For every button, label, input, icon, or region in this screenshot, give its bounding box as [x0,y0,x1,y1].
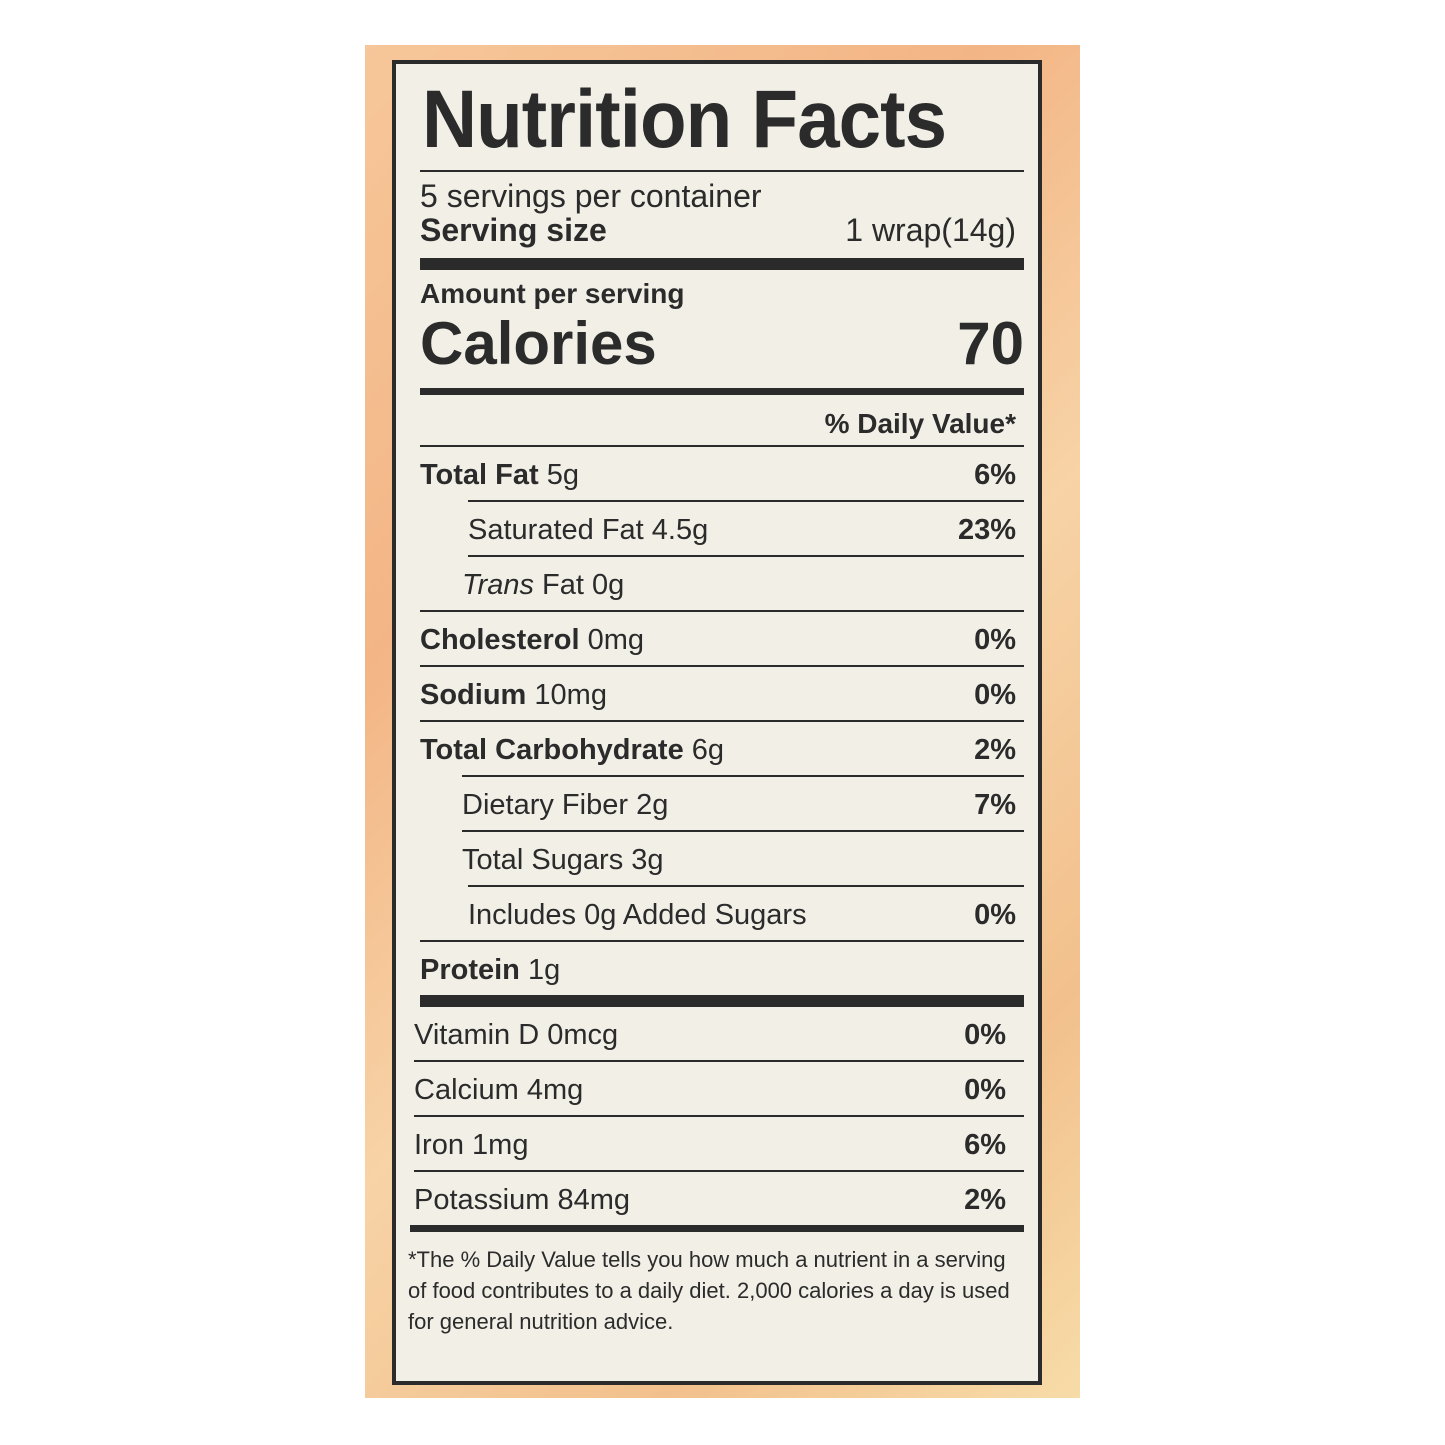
nutrient-row-saturated-fat: Saturated Fat 4.5g 23% [468,500,1024,555]
nutrient-amount: 6g [691,734,725,766]
nutrient-row-trans-fat: Trans Fat 0g [462,555,1024,610]
nutrient-amount: 5g [546,459,580,491]
serving-size: Serving size 1 wrap(14g) [420,210,1024,258]
vitamin-row-potassium: Potassium 84mg 2% [414,1170,1024,1225]
nutrient-name: Total Fat [420,459,539,491]
nutrient-dv: 7% [974,789,1016,821]
nutrient-name: Dietary Fiber [462,789,628,821]
nutrient-dv: 0% [974,679,1016,711]
vitamin-amount: 84mg [557,1184,630,1216]
nutrient-dv: 23% [957,514,1016,546]
vitamin-dv: 0% [964,1019,1006,1051]
nutrient-row-total-fat: Total Fat 5g 6% [420,445,1024,500]
nutrient-row-added-sugars: Includes 0g Added Sugars 0% [468,885,1024,940]
nutrition-label: Nutrition Facts 5 servings per container… [392,60,1042,1385]
nutrient-name: Protein [420,954,520,986]
thick-divider [420,258,1024,270]
nutrient-dv: 0% [974,899,1016,931]
daily-value-header: % Daily Value* [824,408,1016,439]
nutrient-row-protein: Protein 1g [420,940,1024,995]
nutrient-dv: 6% [974,459,1016,491]
nutrient-row-sodium: Sodium 10mg 0% [420,665,1024,720]
nutrient-name: Sodium [420,679,527,711]
nutrient-name: Includes 0g Added Sugars [468,899,807,931]
label-title: Nutrition Facts [422,74,947,165]
vitamin-name: Vitamin D [414,1019,540,1051]
vitamin-dv: 0% [964,1074,1006,1106]
vitamin-row-vitamin-d: Vitamin D 0mcg 0% [414,1007,1024,1060]
vitamin-amount: 4mg [526,1074,584,1106]
medium-divider [420,388,1024,395]
nutrient-row-dietary-fiber: Dietary Fiber 2g 7% [462,775,1024,830]
nutrient-row-total-sugars: Total Sugars 3g [462,830,1024,885]
vitamin-amount: 1mg [472,1129,529,1161]
vitamin-name: Calcium [414,1074,519,1106]
nutrient-row-cholesterol: Cholesterol 0mg 0% [420,610,1024,665]
calories-row: Calories 70 [420,308,1024,388]
nutrient-amount: 0g [592,569,625,601]
calories-label: Calories [420,310,657,377]
vitamin-name: Potassium [414,1184,550,1216]
daily-value-footnote: *The % Daily Value tells you how much a … [408,1247,1010,1334]
vitamin-row-calcium: Calcium 4mg 0% [414,1060,1024,1115]
thick-divider [420,995,1024,1007]
nutrient-amount: 10mg [534,679,607,711]
nutrient-dv: 0% [974,624,1016,656]
vitamin-row-iron: Iron 1mg 6% [414,1115,1024,1170]
serving-size-value: 1 wrap(14g) [845,212,1016,248]
nutrient-row-total-carbohydrate: Total Carbohydrate 6g 2% [420,720,1024,775]
servings-per-container: 5 servings per container [420,178,762,214]
vitamin-name: Iron [414,1129,464,1161]
nutrient-name-suffix: Fat [542,569,584,601]
nutrient-amount: 0mg [587,624,645,656]
nutrient-amount: 1g [527,954,561,986]
nutrient-name: Trans [462,569,534,601]
medium-divider [410,1225,1024,1232]
nutrient-name: Saturated Fat [468,514,644,546]
nutrient-amount: 3g [631,844,664,876]
vitamin-dv: 6% [964,1129,1006,1161]
vitamin-amount: 0mcg [547,1019,619,1051]
vitamin-dv: 2% [964,1184,1006,1216]
amount-per-serving: Amount per serving [420,278,685,309]
serving-size-label: Serving size [420,212,607,248]
divider [420,170,1024,172]
nutrient-name: Total Carbohydrate [420,734,684,766]
nutrient-name: Total Sugars [462,844,624,876]
nutrient-dv: 2% [974,734,1016,766]
calories-value: 70 [957,310,1024,377]
nutrient-amount: 4.5g [651,514,709,546]
nutrient-amount: 2g [636,789,669,821]
nutrient-name: Cholesterol [420,624,580,656]
